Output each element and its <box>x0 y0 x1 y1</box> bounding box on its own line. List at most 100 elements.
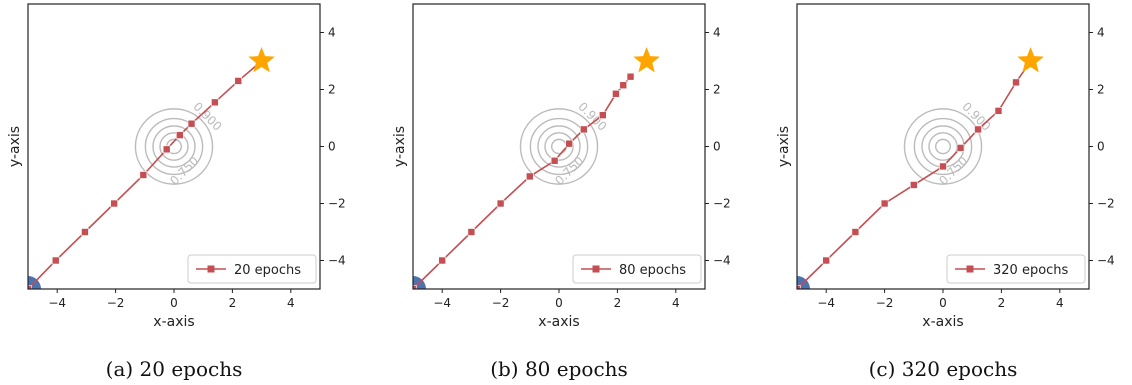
data-point <box>880 199 889 208</box>
y-tick-label: 4 <box>713 26 721 40</box>
y-tick-label: 4 <box>1097 26 1105 40</box>
contour-ring <box>159 132 189 161</box>
legend: 80 epochs <box>572 254 702 284</box>
plot-frame <box>27 3 321 290</box>
contour-ring <box>152 125 196 168</box>
data-point <box>550 156 559 165</box>
x-tick-label: −4 <box>48 296 66 310</box>
y-tick-label: −4 <box>1097 254 1115 268</box>
x-tick-label: −2 <box>492 296 510 310</box>
contour-ring <box>903 108 983 185</box>
data-point <box>176 131 184 139</box>
x-tick-label: 0 <box>170 296 178 310</box>
y-tick-label: 2 <box>328 83 336 97</box>
data-point <box>81 228 89 236</box>
data-point <box>994 107 1003 115</box>
y-tick-label: −4 <box>713 254 731 268</box>
contour-ring <box>913 117 973 176</box>
x-tick-label: 0 <box>939 296 947 310</box>
data-point <box>598 111 607 119</box>
x-tick-label: 2 <box>229 296 237 310</box>
x-tick-label: −4 <box>817 296 835 310</box>
y-tick-label: −2 <box>1097 197 1115 211</box>
legend-label: 320 epochs <box>993 263 1069 278</box>
data-point <box>413 285 417 289</box>
x-tick-label: −2 <box>107 296 125 310</box>
data-point <box>438 256 447 265</box>
y-tick-label: 0 <box>713 140 721 154</box>
data-point <box>51 256 60 265</box>
x-tick-label: 4 <box>672 296 680 310</box>
data-point <box>565 139 574 148</box>
legend-box <box>946 254 1086 284</box>
y-tick-label: 2 <box>713 83 721 97</box>
data-point <box>822 256 831 265</box>
contour-ring <box>529 117 589 176</box>
legend-box <box>187 254 317 284</box>
x-tick-label: 4 <box>287 296 295 310</box>
legend-box <box>572 254 702 284</box>
goal-star <box>633 47 660 73</box>
goal-star <box>248 47 275 73</box>
data-point <box>28 285 32 289</box>
y-tick-label: −2 <box>713 197 731 211</box>
contour-ring <box>144 117 204 176</box>
x-tick-label: 0 <box>555 296 563 310</box>
contour-ring <box>537 125 581 168</box>
contour-ring <box>551 138 568 155</box>
legend: 320 epochs <box>946 254 1086 284</box>
x-axis-label: x-axis <box>153 314 194 330</box>
data-point <box>626 72 635 81</box>
data-point <box>234 77 243 85</box>
data-point <box>851 228 860 236</box>
data-point <box>496 199 505 208</box>
data-point <box>939 162 947 171</box>
y-tick-label: −2 <box>328 197 346 211</box>
data-point <box>580 125 588 134</box>
legend-marker <box>592 265 600 273</box>
data-point <box>162 145 171 154</box>
data-point <box>110 199 118 208</box>
data-point <box>139 171 148 179</box>
contour-ring <box>519 108 599 185</box>
contour-ring <box>935 138 952 155</box>
y-tick-label: 2 <box>1097 83 1105 97</box>
x-tick-label: 4 <box>1056 296 1064 310</box>
x-tick-label: 2 <box>614 296 622 310</box>
x-axis-label: x-axis <box>922 314 963 330</box>
goal-star <box>1017 47 1044 73</box>
legend-marker <box>966 265 974 273</box>
data-point <box>467 228 476 236</box>
legend: 20 epochs <box>187 254 317 284</box>
y-tick-label: 0 <box>1097 140 1105 154</box>
y-tick-label: −4 <box>328 254 346 268</box>
x-tick-label: 2 <box>998 296 1006 310</box>
data-point <box>619 81 628 90</box>
data-point <box>525 172 534 181</box>
panel-caption: (b) 80 epochs <box>490 357 628 381</box>
data-point <box>211 98 219 107</box>
data-point <box>956 144 965 152</box>
data-point <box>187 119 196 128</box>
y-tick-label: 4 <box>328 26 336 40</box>
panel-caption: (c) 320 epochs <box>869 357 1018 381</box>
data-point <box>612 89 620 98</box>
legend-label: 80 epochs <box>619 263 686 278</box>
contour-ring <box>134 108 214 185</box>
legend-marker <box>207 265 215 273</box>
x-tick-label: −4 <box>433 296 451 310</box>
y-axis-label: y-axis <box>776 126 792 167</box>
data-point <box>797 285 801 289</box>
legend-label: 20 epochs <box>234 263 301 278</box>
x-tick-label: −2 <box>876 296 894 310</box>
data-point <box>974 125 982 134</box>
panel-caption: (a) 20 epochs <box>106 357 243 381</box>
data-point <box>909 181 918 189</box>
y-axis-label: y-axis <box>7 126 23 167</box>
y-tick-label: 0 <box>328 140 336 154</box>
